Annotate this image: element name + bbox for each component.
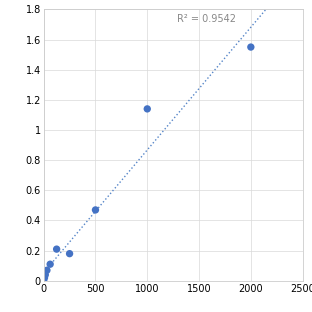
Point	[42, 275, 47, 280]
Point	[67, 251, 72, 256]
Point	[44, 268, 49, 273]
Point	[248, 45, 253, 50]
Point	[41, 278, 46, 283]
Text: R² = 0.9542: R² = 0.9542	[177, 14, 236, 24]
Point	[43, 272, 48, 277]
Point	[54, 246, 59, 251]
Point	[145, 106, 150, 111]
Point	[48, 262, 53, 267]
Point	[93, 207, 98, 212]
